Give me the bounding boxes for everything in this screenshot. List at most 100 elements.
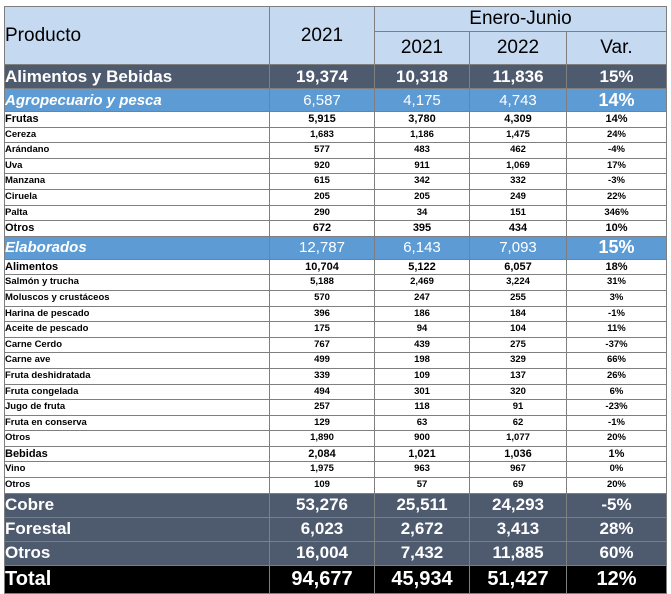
row-label: Palta bbox=[4, 204, 270, 222]
cell-ene-jun-2021: 439 bbox=[374, 336, 470, 354]
header-period: Enero-Junio bbox=[374, 6, 667, 32]
row-label: Alimentos bbox=[4, 258, 270, 276]
table-row: Aceite de pescado 175 94 104 11% bbox=[4, 321, 667, 338]
row-label: Carne ave bbox=[4, 352, 270, 369]
row-label: Elaborados bbox=[4, 235, 270, 260]
row-label: Frutas bbox=[4, 111, 270, 128]
cell-2021: 570 bbox=[269, 289, 375, 307]
row-label: Alimentos y Bebidas bbox=[4, 64, 270, 89]
table-row: Manzana 615 342 332 -3% bbox=[4, 173, 667, 190]
cell-var: 3% bbox=[566, 289, 667, 307]
header-subrow: 2021 2022 Var. bbox=[5, 31, 667, 65]
cell-2021: 1,890 bbox=[269, 430, 375, 447]
cell-var: 11% bbox=[566, 321, 667, 338]
cell-ene-jun-2021: 342 bbox=[374, 173, 470, 190]
cell-2021: 205 bbox=[269, 188, 375, 206]
cell-ene-jun-2022: 1,036 bbox=[469, 445, 567, 463]
cell-var: 18% bbox=[566, 258, 667, 276]
cell-ene-jun-2021: 94 bbox=[374, 321, 470, 338]
header-producto: Producto bbox=[4, 6, 270, 65]
table-row: Jugo de fruta 257 118 91 -23% bbox=[4, 399, 667, 416]
cell-ene-jun-2022: 255 bbox=[469, 289, 567, 307]
cell-2021: 615 bbox=[269, 173, 375, 190]
cell-2021: 767 bbox=[269, 336, 375, 354]
row-label: Jugo de fruta bbox=[4, 399, 270, 416]
cell-ene-jun-2021: 963 bbox=[374, 461, 470, 479]
cell-ene-jun-2021: 6,143 bbox=[374, 235, 470, 260]
cell-var: 26% bbox=[566, 367, 667, 385]
cell-ene-jun-2021: 395 bbox=[374, 220, 470, 237]
cell-var: 15% bbox=[566, 235, 667, 260]
table-row: Ciruela 205 205 249 22% bbox=[4, 188, 667, 206]
row-label: Fruta congelada bbox=[4, 383, 270, 401]
cell-2021: 499 bbox=[269, 352, 375, 369]
row-label: Carne Cerdo bbox=[4, 336, 270, 354]
cell-2021: 175 bbox=[269, 321, 375, 338]
row-label: Arándano bbox=[4, 142, 270, 159]
cell-ene-jun-2022: 11,836 bbox=[469, 64, 567, 89]
cell-2021: 1,683 bbox=[269, 126, 375, 144]
row-label: Total bbox=[4, 564, 270, 594]
cell-ene-jun-2022: 332 bbox=[469, 173, 567, 190]
export-table: Producto 2021 Enero-Junio 2021 2022 Var.… bbox=[4, 6, 667, 594]
table-row: Alimentos 10,704 5,122 6,057 18% bbox=[4, 258, 667, 276]
cell-ene-jun-2021: 4,175 bbox=[374, 88, 470, 112]
cell-ene-jun-2021: 483 bbox=[374, 142, 470, 159]
row-label: Salmón y trucha bbox=[4, 274, 270, 291]
cell-ene-jun-2022: 6,057 bbox=[469, 258, 567, 276]
cell-var: 12% bbox=[566, 564, 667, 594]
cell-ene-jun-2022: 3,224 bbox=[469, 274, 567, 291]
cell-2021: 396 bbox=[269, 305, 375, 323]
cell-ene-jun-2022: 967 bbox=[469, 461, 567, 479]
cell-ene-jun-2021: 301 bbox=[374, 383, 470, 401]
table-row: Otros 109 57 69 20% bbox=[4, 477, 667, 494]
cell-var: 15% bbox=[566, 64, 667, 89]
cell-ene-jun-2021: 7,432 bbox=[374, 540, 470, 566]
cell-2021: 109 bbox=[269, 477, 375, 494]
table-row: Fruta deshidratada 339 109 137 26% bbox=[4, 367, 667, 385]
row-label: Cobre bbox=[4, 492, 270, 518]
row-label: Moluscos y crustáceos bbox=[4, 289, 270, 307]
table-row: Otros 1,890 900 1,077 20% bbox=[4, 430, 667, 447]
cell-ene-jun-2021: 25,511 bbox=[374, 492, 470, 518]
row-label: Otros bbox=[4, 220, 270, 237]
cell-2021: 672 bbox=[269, 220, 375, 237]
row-label: Fruta en conserva bbox=[4, 414, 270, 432]
cell-ene-jun-2021: 57 bbox=[374, 477, 470, 494]
total-row: Total 94,677 45,934 51,427 12% bbox=[4, 564, 667, 594]
cell-var: 10% bbox=[566, 220, 667, 237]
cell-ene-jun-2022: 62 bbox=[469, 414, 567, 432]
cell-ene-jun-2022: 329 bbox=[469, 352, 567, 369]
cell-2021: 6,023 bbox=[269, 516, 375, 542]
cell-2021: 94,677 bbox=[269, 564, 375, 594]
cell-2021: 920 bbox=[269, 157, 375, 175]
row-label: Cereza bbox=[4, 126, 270, 144]
table-row: Frutas 5,915 3,780 4,309 14% bbox=[4, 111, 667, 128]
cell-2021: 1,975 bbox=[269, 461, 375, 479]
cell-ene-jun-2022: 4,743 bbox=[469, 88, 567, 112]
cell-2021: 577 bbox=[269, 142, 375, 159]
table-row: Otros 672 395 434 10% bbox=[4, 220, 667, 237]
cell-2021: 16,004 bbox=[269, 540, 375, 566]
header-year-2021: 2021 bbox=[269, 6, 375, 65]
table-row: Cobre 53,276 25,511 24,293 -5% bbox=[4, 492, 667, 518]
cell-var: 31% bbox=[566, 274, 667, 291]
cell-ene-jun-2022: 1,077 bbox=[469, 430, 567, 447]
cell-var: 14% bbox=[566, 88, 667, 112]
cell-ene-jun-2021: 3,780 bbox=[374, 111, 470, 128]
row-label: Aceite de pescado bbox=[4, 321, 270, 338]
cell-ene-jun-2021: 1,186 bbox=[374, 126, 470, 144]
cell-2021: 339 bbox=[269, 367, 375, 385]
row-label: Otros bbox=[4, 477, 270, 494]
cell-ene-jun-2022: 51,427 bbox=[469, 564, 567, 594]
header-period-2021: 2021 bbox=[374, 31, 470, 65]
table-row: Bebidas 2,084 1,021 1,036 1% bbox=[4, 445, 667, 463]
cell-ene-jun-2021: 10,318 bbox=[374, 64, 470, 89]
cell-ene-jun-2022: 4,309 bbox=[469, 111, 567, 128]
cell-ene-jun-2021: 205 bbox=[374, 188, 470, 206]
cell-ene-jun-2022: 137 bbox=[469, 367, 567, 385]
cell-ene-jun-2022: 69 bbox=[469, 477, 567, 494]
cell-2021: 129 bbox=[269, 414, 375, 432]
cell-ene-jun-2021: 109 bbox=[374, 367, 470, 385]
cell-ene-jun-2022: 151 bbox=[469, 204, 567, 222]
